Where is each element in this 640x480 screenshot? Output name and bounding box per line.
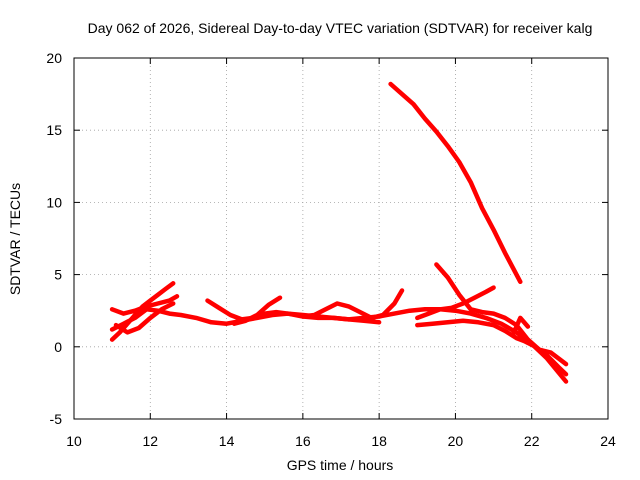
series-line-sat-D [113,301,176,335]
x-tick-label: 16 [295,433,311,449]
series-line-sat-K [415,318,569,377]
chart-title: Day 062 of 2026, Sidereal Day-to-day VTE… [88,20,593,36]
series-line-sat-I [434,262,569,367]
ticks: 10 12 14 16 18 20 22 24 -5 0 5 10 15 20 [46,50,616,449]
y-tick-label: 5 [54,267,62,283]
x-tick-label: 18 [371,433,387,449]
y-tick-label: 0 [54,339,62,355]
x-tick-label: 22 [524,433,540,449]
y-tick-label: 20 [46,50,62,66]
y-tick-label: 10 [46,194,62,210]
x-tick-label: 14 [219,433,235,449]
series-line-sat-H [388,81,523,285]
x-tick-label: 20 [448,433,464,449]
x-axis-label: GPS time / hours [287,457,394,473]
x-tick-label: 10 [66,433,82,449]
y-axis-label: SDTVAR / TECUs [7,183,23,295]
series-line-sat-E [205,298,382,325]
series-line-sat-F [231,295,283,326]
x-tick-label: 12 [142,433,158,449]
plot-frame [73,57,609,420]
series-line-sat-G [300,288,405,321]
series-line-sat-C [109,294,180,316]
y-tick-label: 15 [46,122,62,138]
series-line-sat-J [415,285,496,321]
grid [74,58,608,419]
x-tick-label: 24 [600,433,616,449]
y-tick-label: -5 [50,411,63,427]
series-group [109,81,569,384]
series-line-sat-L [510,315,531,338]
